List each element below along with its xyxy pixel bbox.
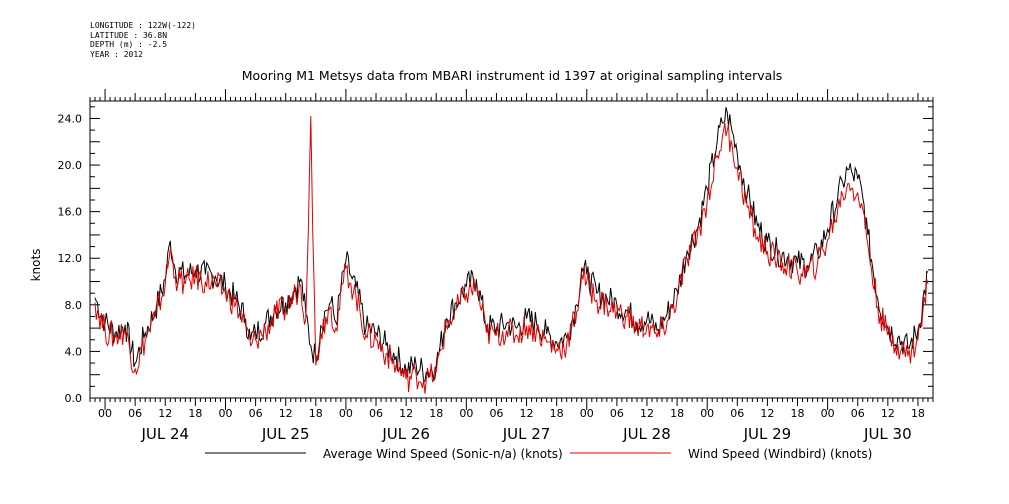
latitude-label: LATITUDE : 36.8N bbox=[90, 30, 168, 40]
x-hour-label: 00 bbox=[700, 407, 714, 420]
x-day-label: JUL 27 bbox=[502, 425, 551, 443]
plot-frame bbox=[89, 100, 934, 399]
metadata-block: LONGITUDE : 122W(-122) LATITUDE : 36.8N … bbox=[90, 21, 196, 59]
x-hour-label: 06 bbox=[369, 407, 383, 420]
x-hour-label: 00 bbox=[459, 407, 473, 420]
legend-label-average-wind-speed: Average Wind Speed (Sonic-n/a) (knots) bbox=[323, 447, 563, 461]
longitude-label: LONGITUDE : 122W(-122) bbox=[90, 21, 196, 30]
x-hour-label: 18 bbox=[309, 407, 323, 420]
y-tick-label: 4.0 bbox=[65, 345, 83, 358]
x-hour-label: 18 bbox=[911, 407, 925, 420]
x-day-label: JUL 24 bbox=[140, 425, 189, 443]
x-hour-label: 18 bbox=[791, 407, 805, 420]
y-tick-label: 24.0 bbox=[58, 112, 83, 125]
x-day-label: JUL 25 bbox=[261, 425, 310, 443]
legend: Average Wind Speed (Sonic-n/a) (knots) W… bbox=[205, 447, 872, 461]
x-hour-label: 06 bbox=[249, 407, 263, 420]
series-group bbox=[94, 106, 929, 394]
x-hour-label: 00 bbox=[821, 407, 835, 420]
axes-group: 0.0 4.0 8.0 12.0 16.0 20.0 24.0 00 06 12 18 00 06 12 1… bbox=[58, 89, 934, 443]
x-day-label: JUL 26 bbox=[381, 425, 430, 443]
x-hour-label: 12 bbox=[881, 407, 895, 420]
chart-title: Mooring M1 Metsys data from MBARI instru… bbox=[242, 68, 783, 83]
x-hour-label: 18 bbox=[550, 407, 564, 420]
x-hour-label: 12 bbox=[760, 407, 774, 420]
x-hour-label: 12 bbox=[520, 407, 534, 420]
x-hour-label: 00 bbox=[98, 407, 112, 420]
x-day-label: JUL 30 bbox=[863, 425, 912, 443]
x-hour-label: 12 bbox=[640, 407, 654, 420]
x-hour-label: 00 bbox=[339, 407, 353, 420]
depth-label: DEPTH (m) : -2.5 bbox=[90, 40, 168, 49]
x-hour-label: 06 bbox=[851, 407, 865, 420]
y-tick-label: 8.0 bbox=[65, 299, 83, 312]
series-line-windbird bbox=[94, 116, 929, 394]
y-tick-label: 12.0 bbox=[58, 252, 83, 265]
x-hour-label: 00 bbox=[218, 407, 232, 420]
legend-label-windbird: Wind Speed (Windbird) (knots) bbox=[688, 447, 872, 461]
x-hour-label: 06 bbox=[730, 407, 744, 420]
x-hour-label: 12 bbox=[279, 407, 293, 420]
year-label: YEAR : 2012 bbox=[90, 49, 143, 59]
x-hour-label: 06 bbox=[128, 407, 142, 420]
x-day-label: JUL 29 bbox=[743, 425, 792, 443]
x-hour-label: 18 bbox=[670, 407, 684, 420]
x-day-label: JUL 28 bbox=[622, 425, 671, 443]
x-hour-label: 06 bbox=[610, 407, 624, 420]
series-line-average-wind-speed bbox=[94, 106, 929, 384]
x-hour-label: 06 bbox=[489, 407, 503, 420]
y-tick-label: 20.0 bbox=[58, 159, 83, 172]
x-hour-label: 12 bbox=[399, 407, 413, 420]
y-tick-label: 0.0 bbox=[65, 392, 83, 405]
y-tick-label: 16.0 bbox=[58, 206, 83, 219]
y-axis-label: knots bbox=[29, 249, 43, 282]
x-hour-label: 18 bbox=[188, 407, 202, 420]
x-hour-label: 00 bbox=[580, 407, 594, 420]
x-hour-label: 12 bbox=[158, 407, 172, 420]
x-hour-label: 18 bbox=[429, 407, 443, 420]
